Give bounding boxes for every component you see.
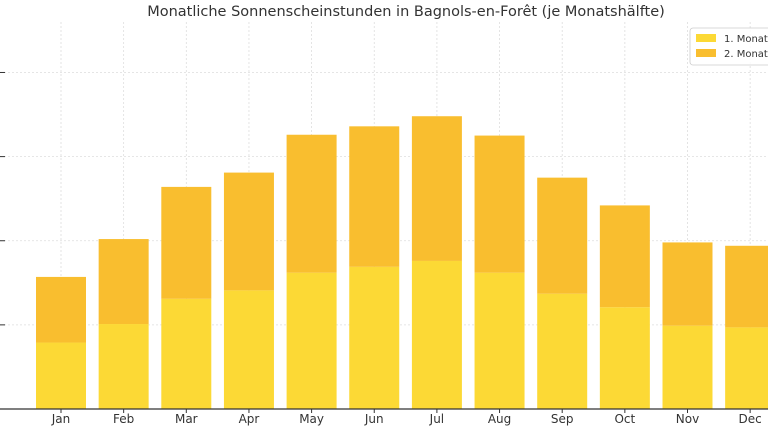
bar-jun-series-2 <box>349 126 400 267</box>
x-tick-label: Jan <box>51 412 71 426</box>
bar-dec-series-1 <box>725 327 768 409</box>
legend-swatch <box>696 49 716 57</box>
legend: 1. Monatshälfte 2. Monatshälfte <box>689 27 768 66</box>
bars-layer <box>36 116 768 409</box>
bar-apr-series-1 <box>223 290 274 409</box>
bar-feb-series-1 <box>98 324 149 409</box>
x-tick-label: Oct <box>614 412 635 426</box>
legend-label: 2. Monatshälfte <box>724 49 768 60</box>
bar-jan-series-2 <box>36 276 86 343</box>
bar-mar-series-2 <box>161 186 212 299</box>
bar-sep-series-1 <box>537 293 588 409</box>
legend-label: 1. Monatshälfte <box>724 34 768 45</box>
axis-layer: Jan Feb Mar Apr May Jun Jul Aug Sep Oct Nov Dec <box>0 71 768 426</box>
x-tick-label: Nov <box>676 412 699 426</box>
bar-nov-series-2 <box>662 242 713 326</box>
bar-aug-series-1 <box>474 272 525 409</box>
bar-jul-series-1 <box>411 260 462 409</box>
bar-mar-series-1 <box>161 298 212 409</box>
x-tick-label: Mar <box>175 412 198 426</box>
bar-nov-series-1 <box>662 325 713 409</box>
bar-feb-series-2 <box>98 239 149 325</box>
bar-sep-series-2 <box>537 177 588 294</box>
bar-jan-series-1 <box>36 342 86 409</box>
chart-title: Monatliche Sonnenscheinstunden in Bagnol… <box>147 4 665 20</box>
x-tick-label: May <box>299 412 324 426</box>
x-tick-label: Aug <box>488 412 511 426</box>
bar-dec-series-2 <box>725 245 768 328</box>
bar-apr-series-2 <box>223 172 274 291</box>
x-tick-label: Dec <box>739 412 762 426</box>
legend-swatch <box>696 34 716 42</box>
bar-jun-series-1 <box>349 266 400 409</box>
bar-may-series-2 <box>286 134 337 273</box>
x-tick-label: Jul <box>429 412 444 426</box>
bar-oct-series-1 <box>599 307 650 409</box>
bar-may-series-1 <box>286 272 337 409</box>
x-tick-label: Feb <box>113 412 134 426</box>
x-tick-label: Apr <box>239 412 260 426</box>
bar-aug-series-2 <box>474 135 525 273</box>
x-tick-label: Sep <box>551 412 574 426</box>
x-tick-label: Jun <box>364 412 384 426</box>
bar-oct-series-2 <box>599 205 650 308</box>
bar-jul-series-2 <box>411 116 462 261</box>
